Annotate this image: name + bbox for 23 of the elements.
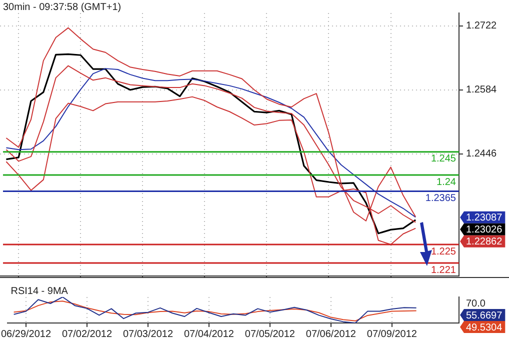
ref-line-label: 1.225 — [430, 246, 456, 258]
y-tick-label: 1.2584 — [466, 84, 498, 96]
chart-title: RSI14 - 9MA — [10, 286, 68, 297]
chart-title: 30min - 09:37:58 (GMT+1) — [3, 2, 122, 13]
x-tick-label: 07/05/2012 — [244, 328, 296, 340]
x-tick-label: 07/06/2012 — [306, 328, 356, 340]
x-tick-label: 07/04/2012 — [184, 328, 234, 340]
ref-line-label: 1.24 — [436, 176, 456, 188]
ref-line-label: 1.245 — [430, 154, 456, 165]
y-tick-label: 1.2722 — [466, 20, 498, 32]
x-tick-label: 06/29/2012 — [0, 328, 52, 340]
x-tick-label: 07/03/2012 — [122, 328, 174, 340]
text: 1.23026 — [466, 224, 503, 236]
y-tick-label: 1.2446 — [466, 148, 498, 160]
ref-line-label: 1.221 — [430, 264, 456, 276]
text: 1.22862 — [466, 236, 503, 248]
text: 55.6697 — [466, 310, 503, 322]
text: 1.23087 — [466, 212, 503, 224]
x-tick-label: 07/09/2012 — [366, 328, 418, 340]
text: 70.0 — [466, 298, 486, 310]
text: 49.5304 — [466, 322, 503, 334]
ref-line-label: 1.2365 — [425, 193, 456, 204]
x-tick-label: 07/02/2012 — [62, 328, 112, 340]
